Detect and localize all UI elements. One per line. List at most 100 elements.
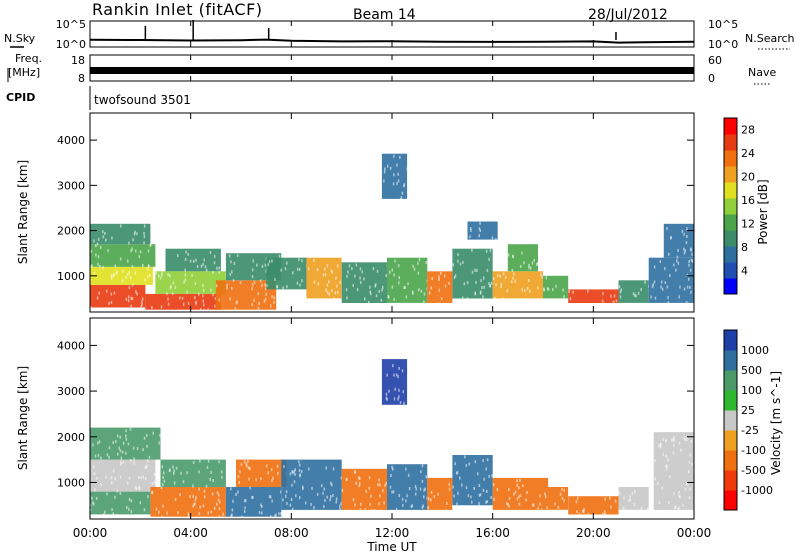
cpid-panel: CPID twofsound 3501: [6, 86, 191, 110]
power-gap: [273, 296, 275, 300]
velocity-gap: [102, 513, 105, 517]
power-gap: [495, 238, 497, 242]
velocity-gap: [604, 497, 606, 501]
power-gap: [345, 288, 348, 292]
velocity-gap: [162, 476, 164, 479]
velocity-gap: [192, 461, 195, 465]
power-gap: [147, 275, 149, 279]
velocity-gap: [622, 507, 625, 510]
power-gap: [602, 292, 604, 296]
power-gap: [546, 287, 549, 291]
velocity-gap: [423, 495, 425, 499]
velocity-colorbar-tick: 25: [741, 404, 755, 417]
power-gap: [212, 271, 214, 274]
velocity-gap: [665, 467, 668, 471]
velocity-gap: [230, 514, 232, 518]
power-colorbar-tick: 16: [741, 194, 755, 207]
velocity-gap: [292, 471, 294, 475]
velocity-gap: [392, 490, 395, 494]
velocity-gap: [260, 477, 262, 481]
velocity-gap: [559, 492, 562, 496]
power-gap: [218, 298, 221, 302]
power-gap: [108, 301, 110, 305]
power-gap: [459, 262, 462, 266]
velocity-gap: [421, 464, 424, 468]
velocity-colorbar-segment: [724, 330, 737, 351]
velocity-gap: [662, 438, 664, 441]
velocity-gap: [424, 487, 426, 491]
power-region: [467, 221, 498, 240]
velocity-gap: [446, 502, 448, 505]
velocity-gap: [199, 459, 201, 463]
velocity-colorbar-tick: 1000: [741, 344, 769, 357]
power-gap: [391, 285, 394, 289]
power-gap: [620, 288, 622, 292]
velocity-gap: [146, 459, 149, 463]
power-gap: [383, 170, 386, 174]
velocity-gap: [285, 490, 288, 494]
power-gap: [251, 287, 253, 291]
velocity-gap: [415, 492, 417, 496]
power-gap: [96, 242, 99, 246]
velocity-gap: [134, 486, 137, 490]
velocity-gap: [689, 487, 691, 491]
power-gap: [167, 273, 169, 277]
power-gap: [683, 287, 686, 291]
velocity-gap: [105, 475, 107, 479]
power-gap: [187, 301, 190, 305]
power-gap: [195, 300, 197, 304]
power-gap: [399, 198, 402, 202]
power-gap: [417, 261, 419, 265]
power-gap: [650, 295, 652, 299]
power-gap: [500, 282, 503, 286]
power-gap: [214, 304, 216, 308]
velocity-gap: [323, 487, 326, 491]
velocity-gap: [539, 502, 541, 506]
power-gap: [159, 276, 162, 280]
power-gap: [660, 285, 662, 289]
velocity-gap: [609, 496, 611, 500]
velocity-gap: [217, 498, 220, 502]
power-gap: [511, 269, 514, 273]
power-gap: [135, 249, 137, 253]
velocity-gap: [675, 505, 677, 509]
velocity-gap: [291, 470, 293, 474]
power-gap: [286, 285, 288, 289]
power-gap: [502, 297, 504, 301]
power-gap: [125, 276, 127, 279]
velocity-gap: [298, 463, 301, 467]
velocity-region: [653, 432, 694, 510]
velocity-gap: [329, 498, 331, 502]
velocity-gap: [633, 503, 636, 507]
power-gap: [653, 265, 656, 269]
velocity-gap: [669, 475, 671, 479]
velocity-gap: [411, 504, 414, 508]
velocity-gap: [658, 501, 661, 505]
power-gap: [667, 296, 669, 300]
velocity-gap: [205, 484, 208, 488]
velocity-gap: [232, 499, 234, 503]
power-gap: [194, 282, 197, 286]
power-gap: [369, 290, 371, 294]
velocity-gap: [98, 440, 101, 444]
velocity-gap: [477, 472, 479, 476]
freq-trace: [90, 67, 694, 74]
power-gap: [167, 302, 170, 306]
velocity-gap: [173, 471, 175, 475]
velocity-gap: [218, 493, 220, 497]
power-gap: [512, 255, 514, 259]
power-gap: [231, 270, 233, 274]
power-gap: [683, 232, 685, 236]
velocity-colorbar-segment: [724, 410, 737, 431]
velocity-gap: [195, 495, 197, 499]
power-gap: [347, 270, 349, 274]
velocity-gap: [182, 480, 185, 484]
velocity-gap: [179, 493, 181, 497]
power-colorbar-frame: [723, 117, 738, 295]
power-gap: [462, 260, 464, 264]
power-gap: [331, 270, 333, 274]
power-region: [387, 257, 428, 303]
power-colorbar-segment: [724, 166, 737, 183]
velocity-gap: [112, 512, 114, 516]
power-gap: [386, 164, 389, 168]
